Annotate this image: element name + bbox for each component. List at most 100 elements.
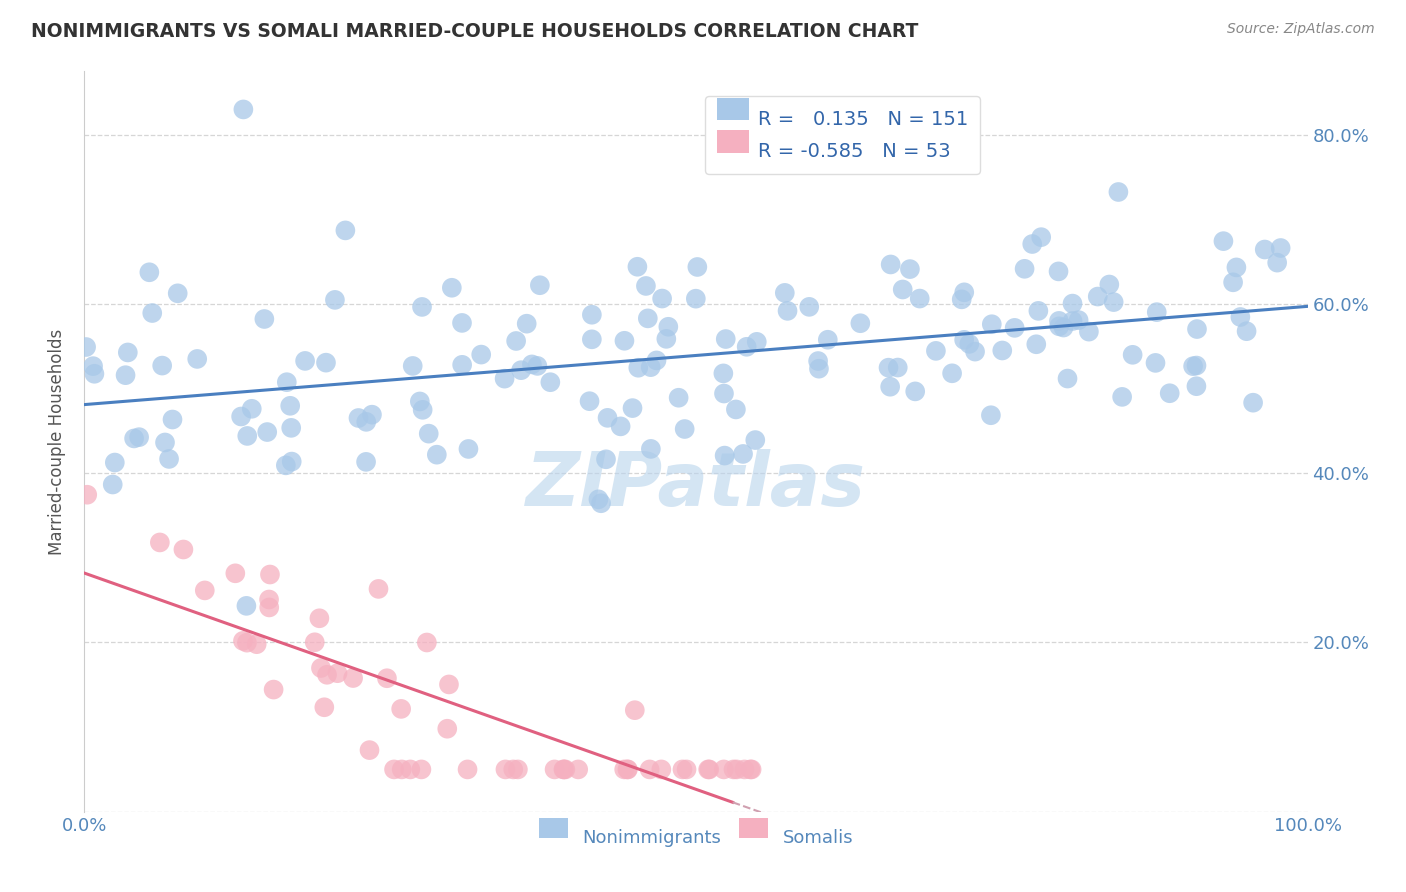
Point <box>1182 359 1205 374</box>
Point <box>553 763 575 777</box>
Point <box>1077 325 1099 339</box>
Point <box>520 358 543 372</box>
Point <box>671 763 693 777</box>
Point <box>741 763 763 777</box>
Point <box>891 283 914 297</box>
Point <box>153 435 176 450</box>
Point <box>650 763 672 777</box>
Point <box>941 366 963 380</box>
Point <box>440 281 463 295</box>
Point <box>280 421 302 435</box>
Point <box>673 422 696 436</box>
Point <box>426 448 449 462</box>
Point <box>257 600 280 615</box>
Point <box>326 666 349 681</box>
Point <box>567 763 589 777</box>
Point <box>725 763 748 777</box>
Point <box>1185 322 1208 336</box>
Point <box>588 492 610 507</box>
Text: NONIMMIGRANTS VS SOMALI MARRIED-COUPLE HOUSEHOLDS CORRELATION CHART: NONIMMIGRANTS VS SOMALI MARRIED-COUPLE H… <box>31 22 918 41</box>
Text: Source: ZipAtlas.com: Source: ZipAtlas.com <box>1227 22 1375 37</box>
Point <box>494 371 516 385</box>
Point <box>294 354 316 368</box>
Point <box>685 292 707 306</box>
Point <box>1047 319 1070 334</box>
Point <box>308 611 330 625</box>
Point <box>686 260 709 274</box>
Point <box>697 763 720 777</box>
Point <box>734 763 756 777</box>
Point <box>879 380 901 394</box>
Point <box>274 458 297 473</box>
Point <box>740 763 762 777</box>
Point <box>389 702 412 716</box>
Text: ZIPatlas: ZIPatlas <box>526 450 866 523</box>
Point <box>506 763 529 777</box>
Point <box>104 456 127 470</box>
Point <box>259 567 281 582</box>
Point <box>1225 260 1247 275</box>
Point <box>315 356 337 370</box>
Point <box>925 343 948 358</box>
Point <box>735 340 758 354</box>
Y-axis label: Married-couple Households: Married-couple Households <box>48 328 66 555</box>
Point <box>1107 185 1129 199</box>
Point <box>645 353 668 368</box>
Point <box>451 316 474 330</box>
Point <box>1212 234 1234 248</box>
Point <box>1028 304 1050 318</box>
Point <box>626 260 648 274</box>
Point <box>1047 264 1070 278</box>
Point <box>186 351 208 366</box>
Point <box>347 411 370 425</box>
Point <box>581 332 603 346</box>
Point <box>437 677 460 691</box>
Point <box>879 257 901 271</box>
Point <box>1254 243 1277 257</box>
Point <box>1185 359 1208 373</box>
Point <box>668 391 690 405</box>
Point <box>83 367 105 381</box>
Point <box>150 359 173 373</box>
Point <box>613 763 636 777</box>
Point <box>904 384 927 399</box>
Point <box>246 637 269 651</box>
Point <box>634 279 657 293</box>
Point <box>1056 371 1078 385</box>
Point <box>675 763 697 777</box>
Point <box>412 402 434 417</box>
Point <box>887 360 910 375</box>
Point <box>799 300 821 314</box>
Point <box>256 425 278 439</box>
Point <box>711 367 734 381</box>
Point <box>657 319 679 334</box>
Point <box>382 763 405 777</box>
Point <box>1047 314 1070 328</box>
Point <box>1087 289 1109 303</box>
Point <box>354 415 377 429</box>
Point <box>149 535 172 549</box>
Point <box>723 763 745 777</box>
Point <box>1062 296 1084 310</box>
Point <box>359 743 381 757</box>
Point <box>451 358 474 372</box>
Point <box>1241 395 1264 409</box>
Point <box>76 488 98 502</box>
Point <box>1062 314 1084 328</box>
Point <box>1265 255 1288 269</box>
Point <box>898 262 921 277</box>
Point <box>554 763 576 777</box>
Point <box>316 667 339 681</box>
Point <box>82 359 104 373</box>
Point <box>502 763 524 777</box>
Point <box>323 293 346 307</box>
Point <box>361 408 384 422</box>
Point <box>253 312 276 326</box>
Point <box>166 286 188 301</box>
Point <box>236 635 259 649</box>
Point <box>965 344 987 359</box>
Point <box>953 285 976 300</box>
Point <box>436 722 458 736</box>
Point <box>744 433 766 447</box>
Point <box>263 682 285 697</box>
